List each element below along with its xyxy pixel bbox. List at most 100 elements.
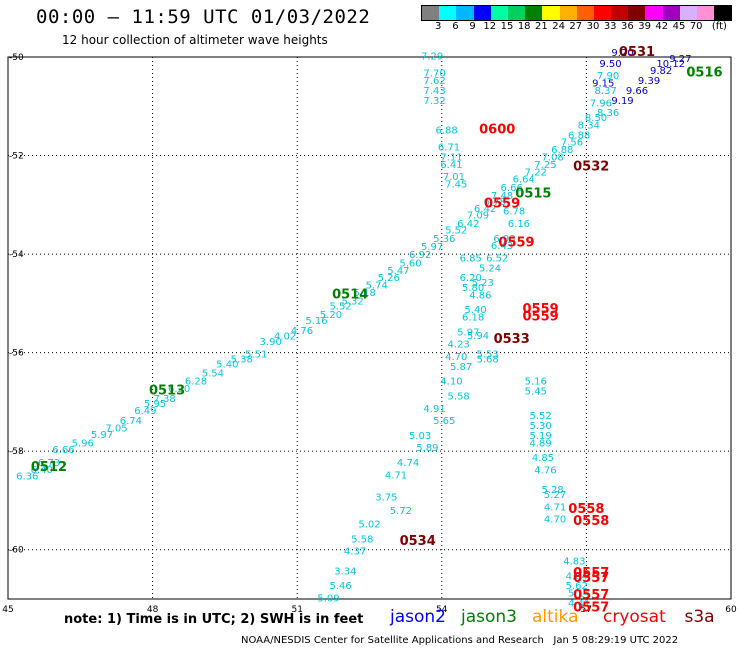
swh-value: 4.02 — [274, 331, 296, 342]
swh-value: 4.71 — [544, 502, 566, 513]
swh-value: 7.96 — [590, 98, 612, 109]
swh-value: 7.22 — [525, 167, 547, 178]
swh-value: 9.20 — [611, 48, 633, 59]
color-legend — [421, 5, 733, 21]
swh-value: 6.92 — [409, 250, 431, 261]
swh-value: 9.82 — [650, 66, 672, 77]
satellite-jason2: jason2 — [390, 607, 446, 627]
swh-value: 6.28 — [185, 377, 207, 388]
swh-value: 5.89 — [416, 443, 438, 454]
swh-value: 7.01 — [443, 172, 465, 183]
swh-value: 5.97 — [421, 242, 443, 253]
satellite-s3a: s3a — [684, 607, 715, 627]
swh-value: 5.27 — [544, 490, 566, 501]
swh-value: 7.70 — [423, 69, 445, 80]
legend-tick: 6 — [452, 21, 459, 32]
legend-swatch — [525, 6, 543, 20]
swh-value: 7.11 — [440, 152, 462, 163]
swh-value: 5.68 — [476, 354, 498, 365]
legend-tick: 45 — [672, 21, 686, 32]
legend-tick: 30 — [586, 21, 600, 32]
swh-value: 6.93 — [493, 234, 515, 245]
swh-value: 7.56 — [561, 138, 583, 149]
swh-value: 3.75 — [375, 492, 397, 503]
swh-value: 4.64 — [566, 571, 588, 582]
lat-tick-label: -54 — [9, 250, 24, 260]
lon-tick-label: 57 — [581, 605, 592, 615]
legend-swatch — [456, 6, 474, 20]
pass-time-label: 0515 — [515, 186, 551, 201]
swh-value: 4.89 — [529, 438, 551, 449]
lon-tick-label: 48 — [147, 605, 159, 615]
legend-tick: 12 — [483, 21, 497, 32]
pass-time-label: 0512 — [31, 460, 67, 475]
satellite-jason3: jason3 — [461, 607, 517, 627]
swh-value: 6.88 — [551, 145, 573, 156]
legend-tick: 42 — [655, 21, 669, 32]
legend-tick: 21 — [535, 21, 548, 32]
swh-value: 4.70 — [445, 352, 467, 363]
swh-value: 5.52 — [529, 411, 551, 422]
swh-value: 7.32 — [423, 96, 445, 107]
legend-tick: 24 — [552, 21, 565, 32]
swh-value: 5.97 — [91, 430, 113, 441]
swh-value: 6.18 — [462, 313, 484, 324]
swh-value: 5.02 — [358, 520, 380, 531]
swh-value: 9.66 — [626, 86, 648, 97]
legend-tick: 36 — [621, 21, 634, 32]
swh-value: 7.62 — [423, 76, 445, 87]
swh-value: 5.32 — [341, 296, 363, 307]
swh-value: 5.14 — [568, 589, 590, 600]
swh-value: 10.12 — [656, 59, 685, 70]
swh-value: 9.50 — [599, 59, 621, 70]
legend-swatch — [628, 6, 646, 20]
swh-value: 6.42 — [474, 204, 496, 215]
swh-value: 6.85 — [460, 253, 482, 264]
swh-value: 5.97 — [457, 327, 479, 338]
swh-value: 4.76 — [291, 326, 313, 337]
legend-swatch — [473, 6, 491, 20]
swh-value: 6.41 — [440, 160, 462, 171]
swh-value: 9.27 — [669, 54, 691, 65]
legend-tick: (ft) — [711, 21, 727, 32]
legend-swatch — [559, 6, 577, 20]
legend-tick: 15 — [500, 21, 514, 32]
swh-value: 9.39 — [638, 76, 660, 87]
pass-time-label: 0532 — [573, 159, 609, 174]
pass-time-label: 0557 — [573, 600, 609, 615]
credit-text: NOAA/NESDIS Center for Satellite Applica… — [241, 635, 544, 646]
pass-time-label: 0514 — [332, 287, 368, 302]
pass-time-label: 0557 — [573, 571, 609, 586]
legend-tick: 39 — [638, 21, 651, 32]
legend-tick: 27 — [569, 21, 583, 32]
lon-tick-label: 60 — [725, 605, 737, 615]
swh-value: 6.78 — [484, 197, 506, 208]
swh-value: 6.64 — [513, 175, 535, 186]
legend-swatch — [697, 6, 715, 20]
legend-swatch — [662, 6, 680, 20]
swh-value: 5.45 — [525, 387, 547, 398]
swh-value: 8.36 — [597, 108, 619, 119]
pass-time-label: 0559 — [484, 196, 520, 211]
legend-swatch — [679, 6, 697, 20]
swh-value: 6.43 — [491, 241, 513, 252]
legend-swatch — [439, 6, 457, 20]
swh-value: 5.40 — [216, 359, 238, 370]
pass-time-label: 0558 — [573, 514, 609, 529]
swh-value: 6.66 — [52, 445, 74, 456]
swh-value: 5.52 — [329, 301, 351, 312]
legend-tick: 33 — [603, 21, 617, 32]
swh-value: 5.38 — [231, 354, 253, 365]
swh-value: 9.19 — [611, 96, 633, 107]
swh-value: 5.96 — [72, 438, 94, 449]
lon-tick-label: 45 — [2, 605, 13, 615]
pass-time-label: 0559 — [523, 302, 559, 317]
swh-value: 5.52 — [445, 225, 467, 236]
legend-swatch — [611, 6, 629, 20]
swh-value: 5.51 — [245, 350, 267, 361]
footnote: note: 1) Time is in UTC; 2) SWH is in fe… — [64, 612, 364, 627]
legend-tick: 3 — [435, 21, 442, 32]
swh-value: 5.24 — [479, 263, 501, 274]
swh-value: 5.28 — [542, 485, 564, 496]
swh-value: 3.90 — [260, 337, 282, 348]
